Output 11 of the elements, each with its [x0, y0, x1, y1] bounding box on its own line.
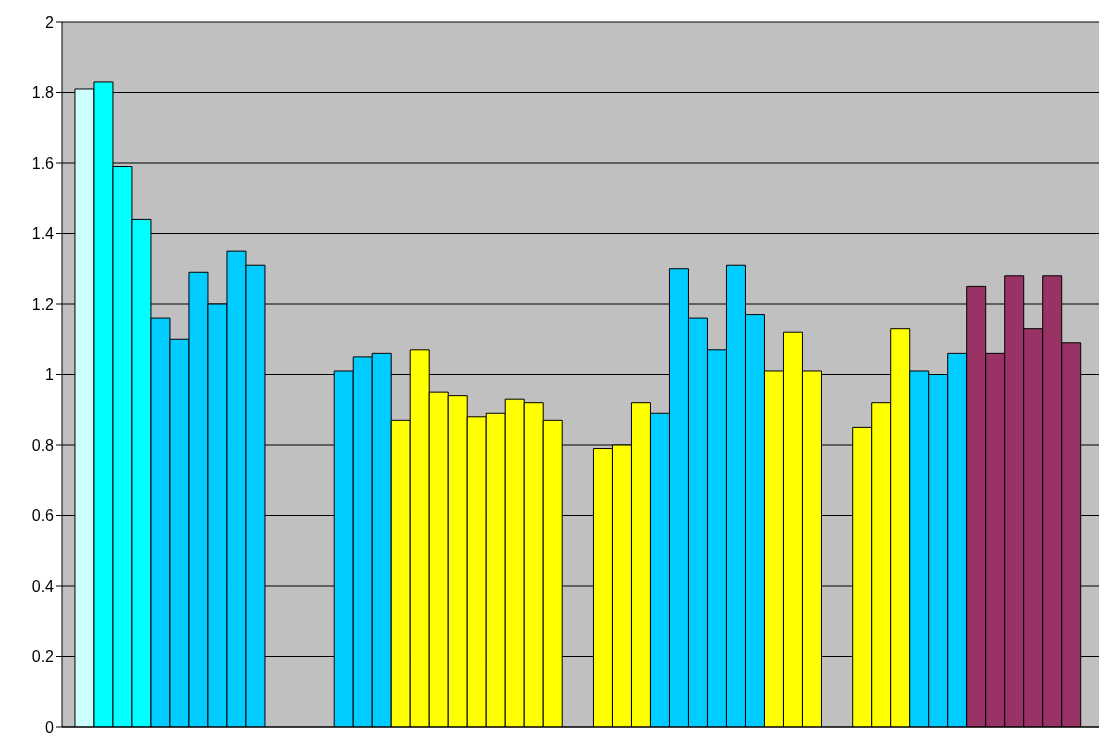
y-tick-label: 1.6 — [31, 154, 55, 172]
y-tick-label: 0.8 — [31, 436, 55, 454]
y-tick-label: 1.2 — [31, 295, 55, 313]
y-tick-label: 1.4 — [31, 225, 55, 243]
y-tick-label: 0.4 — [31, 577, 55, 595]
y-tick-label: 0.2 — [31, 648, 55, 666]
y-tick-label: 0.6 — [31, 507, 55, 525]
y-tick-label: 1 — [45, 366, 55, 384]
y-tick-label: 1.8 — [31, 84, 55, 102]
y-tick-label: 2 — [45, 13, 55, 31]
y-tick-label: 0 — [45, 718, 55, 736]
